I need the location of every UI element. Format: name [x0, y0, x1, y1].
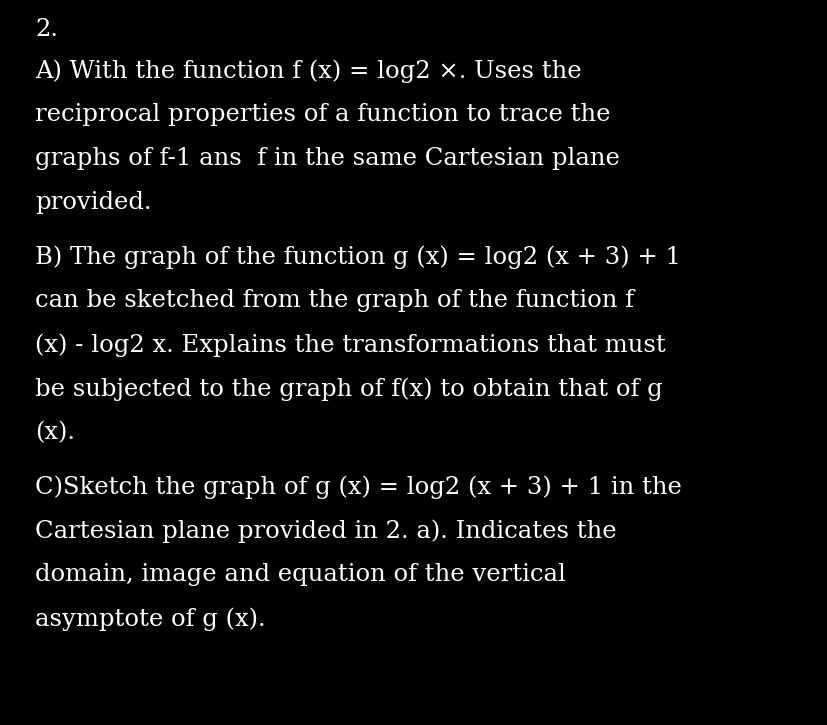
Text: provided.: provided. — [35, 191, 151, 215]
Text: A) With the function f (x) = log2 ×. Uses the: A) With the function f (x) = log2 ×. Use… — [35, 59, 581, 83]
Text: graphs of f-1 ans  f in the same Cartesian plane: graphs of f-1 ans f in the same Cartesia… — [35, 147, 619, 170]
Text: (x).: (x). — [35, 421, 75, 444]
Text: B) The graph of the function g (x) = log2 (x + 3) + 1: B) The graph of the function g (x) = log… — [35, 245, 680, 269]
Text: domain, image and equation of the vertical: domain, image and equation of the vertic… — [35, 563, 565, 587]
Text: reciprocal properties of a function to trace the: reciprocal properties of a function to t… — [35, 104, 609, 126]
Text: C)Sketch the graph of g (x) = log2 (x + 3) + 1 in the: C)Sketch the graph of g (x) = log2 (x + … — [35, 475, 681, 499]
Text: asymptote of g (x).: asymptote of g (x). — [35, 608, 265, 631]
Text: be subjected to the graph of f(x) to obtain that of g: be subjected to the graph of f(x) to obt… — [35, 377, 662, 401]
Text: Cartesian plane provided in 2. a). Indicates the: Cartesian plane provided in 2. a). Indic… — [35, 519, 616, 543]
Text: can be sketched from the graph of the function f: can be sketched from the graph of the fu… — [35, 289, 633, 312]
Text: 2.: 2. — [35, 19, 58, 41]
Text: (x) - log2 x. Explains the transformations that must: (x) - log2 x. Explains the transformatio… — [35, 334, 665, 357]
